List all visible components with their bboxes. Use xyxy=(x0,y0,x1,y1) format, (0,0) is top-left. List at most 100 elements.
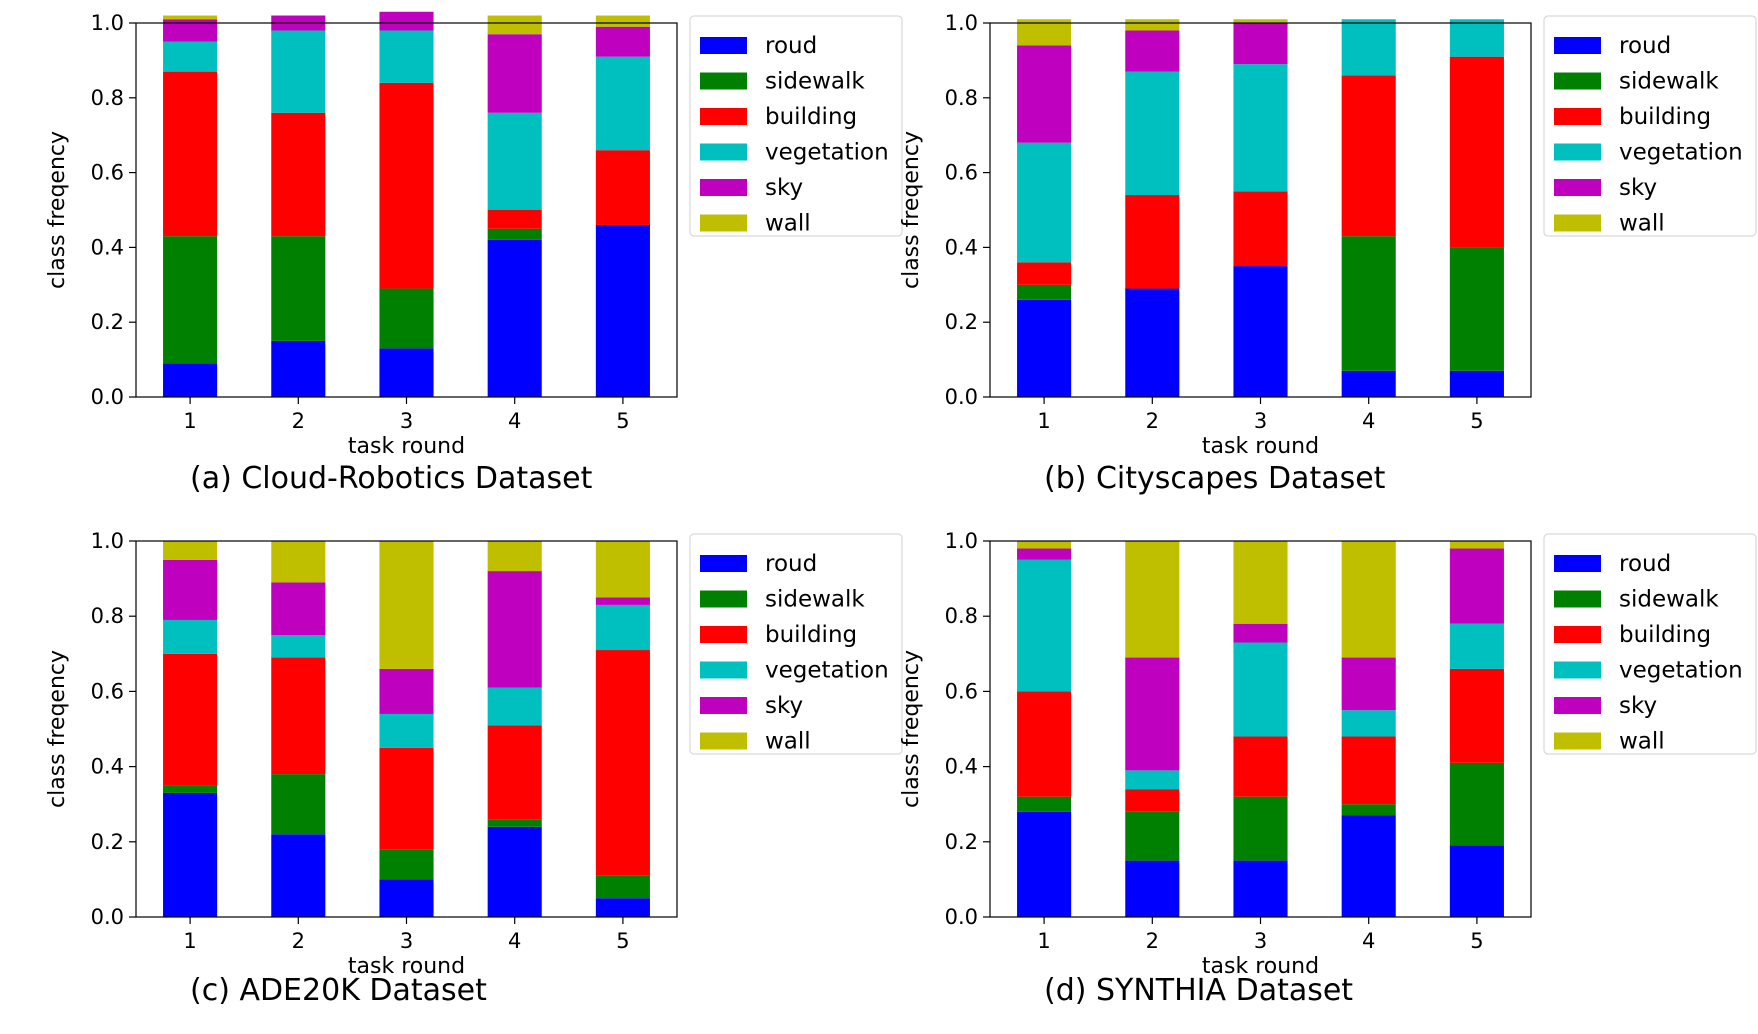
legend-label-building: building xyxy=(765,622,857,648)
legend-swatch-sidewalk xyxy=(1554,590,1601,608)
legend-swatch-building xyxy=(1554,626,1601,643)
bar-segment-building-round-2 xyxy=(1125,195,1180,289)
legend-swatch-wall xyxy=(1554,214,1601,232)
bar-segment-wall-round-1 xyxy=(163,541,218,560)
y-tick-label: 0.0 xyxy=(945,385,978,409)
bar-segment-roud-round-5 xyxy=(1449,845,1504,917)
bar-segment-roud-round-1 xyxy=(163,363,218,397)
bar-segment-sky-round-3 xyxy=(1233,623,1288,643)
x-tick-label: 4 xyxy=(508,929,521,953)
bar-segment-sidewalk-round-5 xyxy=(1449,762,1504,846)
bar-segment-roud-round-3 xyxy=(379,348,434,397)
legend-swatch-sidewalk xyxy=(1554,72,1601,90)
bar-segment-vegetation-round-4 xyxy=(487,112,542,210)
bar-segment-building-round-5 xyxy=(1449,668,1504,763)
panel-caption: (c) ADE20K Dataset xyxy=(190,973,487,1008)
bar-segment-wall-round-1 xyxy=(1017,19,1072,46)
x-tick-label: 4 xyxy=(1362,409,1375,433)
bar-segment-sky-round-4 xyxy=(1341,657,1396,711)
x-tick-label: 4 xyxy=(1362,929,1375,953)
bar-segment-sky-round-2 xyxy=(271,582,326,635)
bar-segment-sidewalk-round-3 xyxy=(379,288,434,349)
legend-swatch-sidewalk xyxy=(700,590,747,608)
legend-label-roud: roud xyxy=(765,551,817,577)
bar-segment-vegetation-round-3 xyxy=(379,30,434,83)
bar-segment-sky-round-3 xyxy=(379,11,434,31)
y-axis-label: class freqency xyxy=(899,650,924,808)
bar-segment-vegetation-round-3 xyxy=(1233,642,1288,737)
bar-segment-vegetation-round-3 xyxy=(1233,64,1288,192)
legend-label-wall: wall xyxy=(1619,729,1665,755)
y-axis-label: class freqency xyxy=(45,131,70,289)
panel-caption: (d) SYNTHIA Dataset xyxy=(1044,973,1353,1008)
bar-segment-wall-round-5 xyxy=(595,541,650,598)
bar-segment-wall-round-5 xyxy=(1449,541,1504,549)
legend-swatch-wall xyxy=(1554,732,1601,750)
bar-segment-roud-round-4 xyxy=(1341,815,1396,917)
bar-segment-vegetation-round-4 xyxy=(487,687,542,726)
bar-segment-roud-round-4 xyxy=(487,239,542,397)
legend-swatch-roud xyxy=(700,37,747,54)
y-tick-label: 0.4 xyxy=(91,235,124,259)
y-tick-label: 0.6 xyxy=(91,679,124,703)
x-axis-label: task round xyxy=(1202,954,1319,979)
y-tick-label: 0.0 xyxy=(91,905,124,929)
bar-segment-wall-round-4 xyxy=(487,15,542,35)
bar-segment-sidewalk-round-4 xyxy=(487,228,542,240)
legend-swatch-sky xyxy=(1554,697,1601,714)
legend-label-vegetation: vegetation xyxy=(1619,658,1743,684)
bar-segment-vegetation-round-5 xyxy=(595,56,650,151)
y-tick-label: 1.0 xyxy=(945,11,978,35)
x-axis-label: task round xyxy=(348,954,465,979)
legend-label-sky: sky xyxy=(1619,175,1657,201)
legend-label-wall: wall xyxy=(1619,211,1665,237)
bar-segment-vegetation-round-2 xyxy=(1125,71,1180,196)
bar-segment-building-round-2 xyxy=(1125,789,1180,812)
bar-segment-sky-round-4 xyxy=(487,34,542,113)
bar-segment-wall-round-5 xyxy=(595,15,650,27)
bar-segment-wall-round-2 xyxy=(271,541,326,583)
legend-label-vegetation: vegetation xyxy=(765,140,889,166)
bar-segment-sidewalk-round-3 xyxy=(1233,796,1288,861)
y-tick-label: 1.0 xyxy=(91,11,124,35)
bar-segment-vegetation-round-4 xyxy=(1341,710,1396,737)
bar-segment-sidewalk-round-2 xyxy=(1125,811,1180,861)
bar-segment-building-round-4 xyxy=(1341,75,1396,237)
x-tick-label: 5 xyxy=(1470,409,1483,433)
bar-segment-vegetation-round-5 xyxy=(1449,19,1504,57)
panel-caption: (b) Cityscapes Dataset xyxy=(1044,461,1386,496)
chart-panel-3: 0.0 0.2 0.4 0.6 0.8 1.0 1 2 3 4 5 task round class f… xyxy=(45,529,903,1008)
legend: roud sidewalk building vegetation sky wall xyxy=(1543,15,1757,237)
legend-swatch-wall xyxy=(700,732,747,750)
legend-swatch-sky xyxy=(700,179,747,196)
legend-swatch-vegetation xyxy=(1554,143,1601,161)
y-tick-label: 1.0 xyxy=(945,529,978,553)
legend-label-sky: sky xyxy=(765,693,803,719)
bar-segment-wall-round-3 xyxy=(1233,541,1288,624)
bar-segment-roud-round-2 xyxy=(1125,288,1180,397)
bar-segment-sky-round-2 xyxy=(1125,30,1180,72)
legend-swatch-sky xyxy=(1554,179,1601,196)
bar-segment-sky-round-5 xyxy=(595,26,650,57)
bar-segment-building-round-3 xyxy=(1233,191,1288,267)
legend-label-sidewalk: sidewalk xyxy=(1619,587,1719,613)
bar-segment-vegetation-round-2 xyxy=(271,635,326,658)
bar-segment-sky-round-1 xyxy=(1017,45,1072,143)
bar-segment-vegetation-round-3 xyxy=(379,713,434,748)
y-tick-label: 0.6 xyxy=(945,679,978,703)
bar-segment-building-round-1 xyxy=(1017,262,1072,285)
bar-segment-roud-round-4 xyxy=(1341,370,1396,397)
panel-caption: (a) Cloud-Robotics Dataset xyxy=(190,461,593,496)
bar-segment-sidewalk-round-3 xyxy=(379,849,434,880)
legend-swatch-vegetation xyxy=(700,661,747,679)
bar-segment-vegetation-round-2 xyxy=(271,30,326,113)
bar-segment-wall-round-1 xyxy=(163,15,218,20)
bar-segment-roud-round-5 xyxy=(1449,370,1504,397)
bar-segment-vegetation-round-5 xyxy=(1449,623,1504,669)
legend-swatch-wall xyxy=(700,214,747,232)
bar-segment-sidewalk-round-4 xyxy=(1341,804,1396,816)
legend-swatch-roud xyxy=(1554,555,1601,572)
legend: roud sidewalk building vegetation sky wall xyxy=(689,15,903,237)
chart-panel-1: 0.0 0.2 0.4 0.6 0.8 1.0 1 2 3 4 5 task round class f… xyxy=(45,11,903,496)
